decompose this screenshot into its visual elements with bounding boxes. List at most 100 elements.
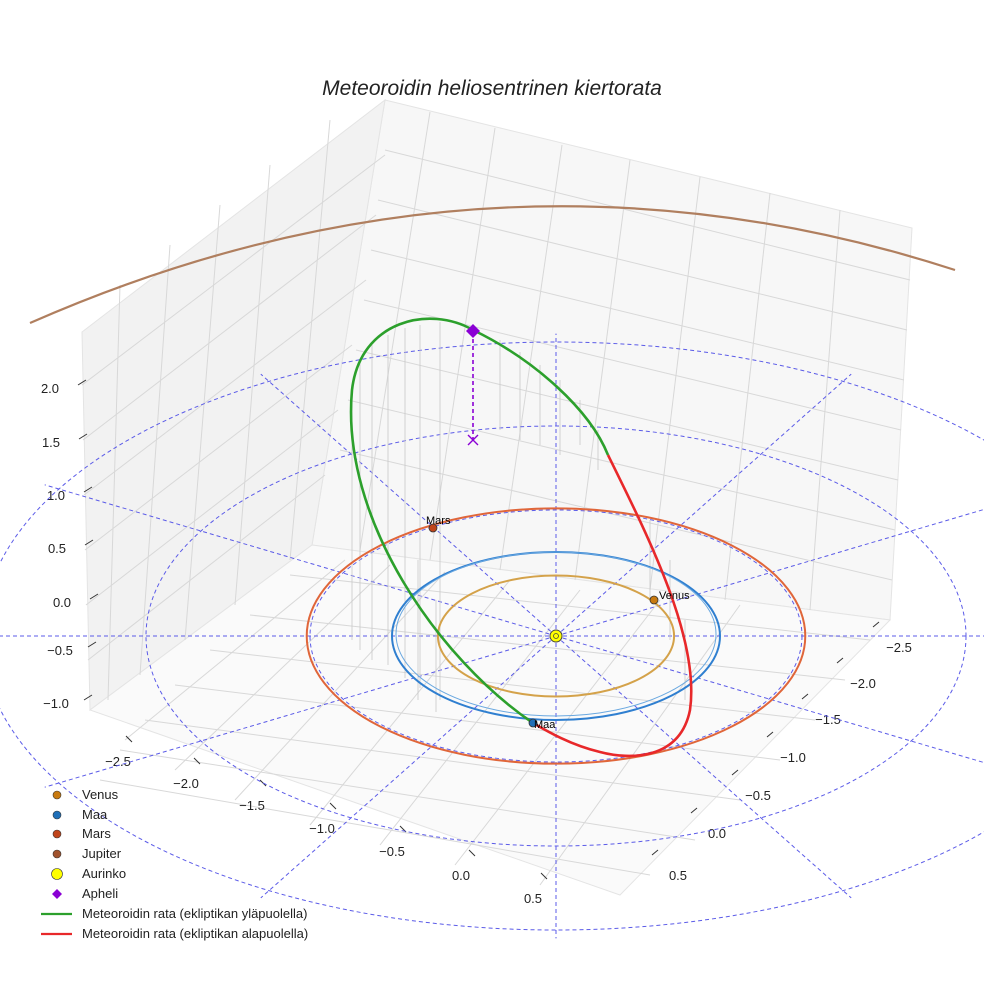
tick-z xyxy=(78,433,88,440)
reference-spoke xyxy=(44,484,557,637)
tick-label-z: −1.0 xyxy=(43,696,69,711)
tick-y xyxy=(836,657,844,664)
legend-marker-aurinko xyxy=(51,868,63,880)
tick-label-x: −2.0 xyxy=(173,776,199,791)
orbit-maa-inner xyxy=(395,551,717,717)
grid-line xyxy=(84,344,353,551)
grid-line xyxy=(87,474,326,661)
grid-line xyxy=(379,589,581,846)
grid-line xyxy=(119,749,696,841)
tick-z xyxy=(87,641,97,648)
aphelion-projection-x xyxy=(467,434,479,446)
reference-spoke xyxy=(260,373,557,637)
reference-spoke xyxy=(555,635,852,899)
grid-line xyxy=(107,284,121,701)
marker-venus xyxy=(649,595,659,605)
tick-label-y: −1.5 xyxy=(815,712,841,727)
grid-line xyxy=(724,192,771,601)
tick-label-x: 0.0 xyxy=(452,868,470,883)
legend-marker-venus xyxy=(52,790,62,800)
point-labels: Venus Maa Mars xyxy=(426,515,690,731)
label-maa: Maa xyxy=(534,719,556,731)
grid-line xyxy=(370,249,905,381)
tick-label-z: 1.0 xyxy=(47,488,65,503)
tick-label-z: 0.5 xyxy=(48,541,66,556)
grid-line xyxy=(82,214,377,441)
legend-marker-maa xyxy=(52,810,62,820)
tick-label-y: −0.5 xyxy=(745,788,771,803)
marker-aurinko-core xyxy=(553,633,559,639)
marker-mars xyxy=(428,523,438,533)
tick-label-x: −1.0 xyxy=(309,821,335,836)
tick-y xyxy=(872,621,880,628)
tick-x xyxy=(468,849,476,857)
grid-line xyxy=(83,279,367,496)
tick-label-z: 0.0 xyxy=(53,595,71,610)
tick-label-z: 2.0 xyxy=(41,381,59,396)
tick-z xyxy=(89,593,99,600)
floor-pane xyxy=(88,544,892,896)
legend-entry: Meteoroidin rata (ekliptikan yläpuolella… xyxy=(82,906,307,921)
grid-line xyxy=(124,559,346,741)
marker-aurinko xyxy=(549,629,563,643)
label-venus: Venus xyxy=(659,590,690,602)
grid-line xyxy=(309,579,511,826)
orbit-mars xyxy=(305,507,807,765)
meteoroid-below xyxy=(532,454,693,758)
marker-apheli xyxy=(466,324,480,338)
grid-line xyxy=(347,399,896,531)
legend-entry: Mars xyxy=(82,826,111,841)
tick-labels: −1.0 −0.5 0.0 0.5 1.0 1.5 2.0 −2.5 −2.0 −1.5 −1.0 −… xyxy=(41,381,912,906)
legend-marker-jupiter xyxy=(52,849,62,859)
tick-z xyxy=(77,379,87,386)
legend-entry: Apheli xyxy=(82,886,118,901)
tick-label-y: 0.0 xyxy=(708,826,726,841)
tick-label-x: −2.5 xyxy=(105,754,131,769)
reference-spoke xyxy=(555,635,984,764)
tick-y xyxy=(731,769,739,776)
tick-z xyxy=(83,694,93,701)
tick-label-z: 1.5 xyxy=(42,435,60,450)
grid-line xyxy=(377,199,908,331)
reference-spoke xyxy=(555,508,984,637)
tick-label-y: 0.5 xyxy=(669,868,687,883)
axis-panes xyxy=(81,98,913,896)
tick-label-x: −1.5 xyxy=(239,798,265,813)
meteoroid-above xyxy=(349,317,610,725)
grid-line xyxy=(144,719,741,801)
reference-spoke xyxy=(555,373,852,637)
tick-x xyxy=(329,802,337,810)
orbit-venus xyxy=(436,574,676,698)
tick-label-x: 0.5 xyxy=(524,891,542,906)
legend-entry: Aurinko xyxy=(82,866,126,881)
grid-line xyxy=(429,127,496,561)
grid-line xyxy=(234,571,446,801)
grid-line xyxy=(184,204,221,641)
grid-line xyxy=(174,564,391,771)
tick-x xyxy=(540,872,548,880)
chart-title: Meteoroidin heliosentrinen kiertorata xyxy=(322,77,662,100)
grid-line xyxy=(234,164,271,606)
tick-label-y: −1.0 xyxy=(780,750,806,765)
tick-y xyxy=(690,807,698,814)
tick-x xyxy=(193,757,201,765)
tick-z xyxy=(84,539,94,546)
markers xyxy=(428,324,659,728)
tick-label-z: −0.5 xyxy=(47,643,73,658)
reference-spokes xyxy=(0,333,984,939)
legend-entry: Jupiter xyxy=(82,846,122,861)
tick-z xyxy=(83,486,93,493)
tick-label-y: −2.5 xyxy=(886,640,912,655)
tick-label-y: −2.0 xyxy=(850,676,876,691)
legend-entry: Venus xyxy=(82,787,119,802)
tick-y xyxy=(766,731,774,738)
tick-label-x: −0.5 xyxy=(379,844,405,859)
orbit-jupiter xyxy=(29,205,956,325)
legend-marker-mars xyxy=(52,829,62,839)
tick-y xyxy=(801,693,809,700)
grid-line xyxy=(384,149,911,281)
grid-line xyxy=(249,614,846,681)
legend-entry: Maa xyxy=(82,807,108,822)
grid-lines xyxy=(81,111,911,886)
legend-marker-apheli xyxy=(52,889,62,899)
